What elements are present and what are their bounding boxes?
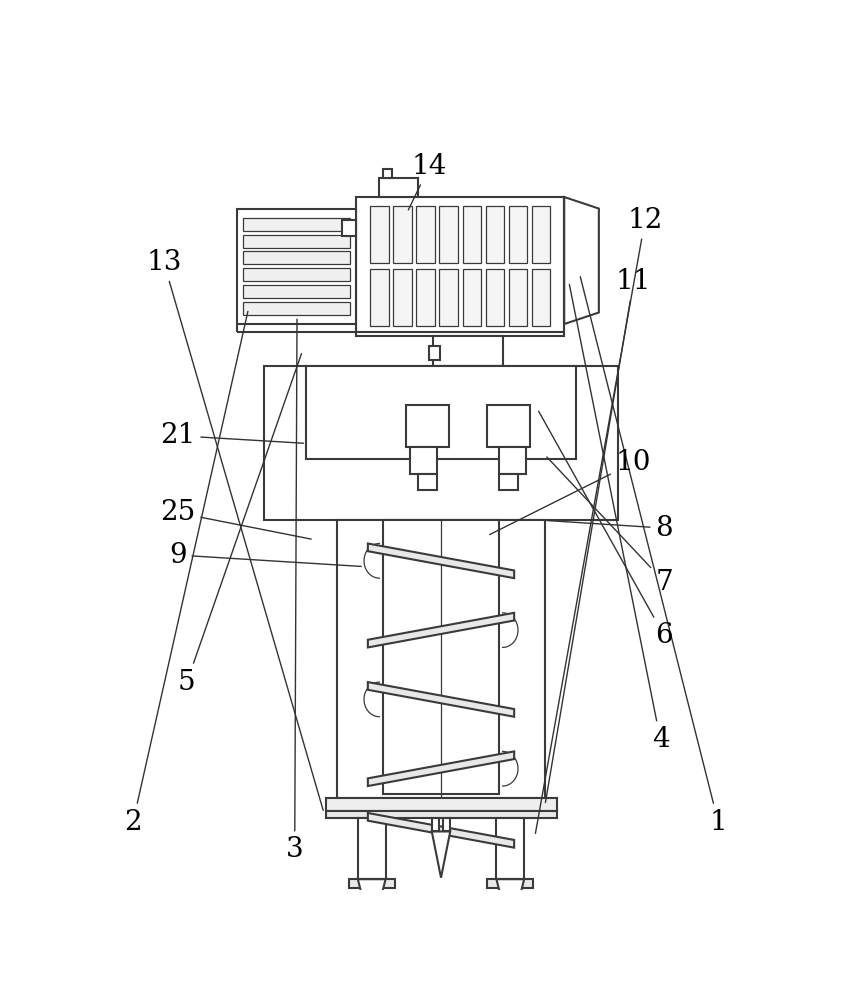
Bar (499, 447, 525, 474)
Bar (499, 474, 517, 490)
Bar (243, 268, 350, 281)
Bar (485, 206, 504, 263)
Bar (243, 218, 350, 231)
Bar (439, 206, 457, 263)
Bar (531, 206, 549, 263)
Polygon shape (368, 751, 513, 786)
Bar (416, 269, 434, 326)
Text: 2: 2 (124, 311, 248, 836)
Polygon shape (357, 879, 385, 935)
Bar (508, 269, 527, 326)
Bar (243, 285, 350, 298)
Bar (306, 366, 575, 459)
Bar (496, 818, 523, 879)
Bar (462, 206, 480, 263)
Text: 3: 3 (286, 319, 303, 863)
Polygon shape (368, 813, 513, 848)
Bar (325, 811, 556, 818)
Polygon shape (368, 613, 513, 647)
Text: 5: 5 (178, 354, 301, 696)
Bar (243, 251, 350, 264)
Text: 10: 10 (489, 449, 651, 535)
Bar (442, 818, 449, 831)
Bar (433, 336, 502, 366)
Bar (531, 269, 549, 326)
Bar (379, 178, 418, 197)
Bar (357, 818, 385, 879)
Polygon shape (564, 197, 598, 324)
Bar (406, 405, 449, 447)
Text: 12: 12 (535, 207, 662, 833)
Text: 4: 4 (569, 284, 668, 753)
Text: 14: 14 (408, 153, 447, 210)
Bar (383, 169, 392, 178)
Bar (462, 269, 480, 326)
Bar (243, 302, 350, 315)
Bar (508, 206, 527, 263)
Bar (342, 220, 356, 235)
Polygon shape (431, 831, 449, 878)
Polygon shape (496, 879, 523, 935)
Text: 1: 1 (579, 277, 726, 836)
Bar (429, 346, 440, 360)
Bar (325, 798, 556, 811)
Bar (383, 520, 499, 794)
Text: 6: 6 (538, 411, 672, 649)
Text: 9: 9 (169, 542, 361, 569)
Bar (485, 269, 504, 326)
Bar (393, 206, 412, 263)
Bar (410, 447, 437, 474)
Text: 7: 7 (546, 457, 672, 595)
Text: 21: 21 (160, 422, 303, 449)
Bar (237, 209, 356, 324)
Text: 8: 8 (547, 515, 672, 542)
Bar (348, 879, 394, 888)
Bar (337, 520, 544, 798)
Bar (243, 235, 350, 248)
Bar (369, 269, 388, 326)
Text: 11: 11 (545, 268, 651, 803)
Text: 25: 25 (160, 499, 311, 539)
Bar (356, 197, 564, 336)
Polygon shape (368, 682, 513, 717)
Bar (416, 206, 434, 263)
Bar (439, 269, 457, 326)
Bar (263, 366, 617, 520)
Bar (369, 206, 388, 263)
Bar (418, 474, 437, 490)
Text: 13: 13 (146, 249, 323, 810)
Polygon shape (368, 544, 513, 578)
Bar (431, 818, 439, 831)
Bar (393, 269, 412, 326)
Bar (486, 405, 529, 447)
Bar (486, 879, 533, 888)
